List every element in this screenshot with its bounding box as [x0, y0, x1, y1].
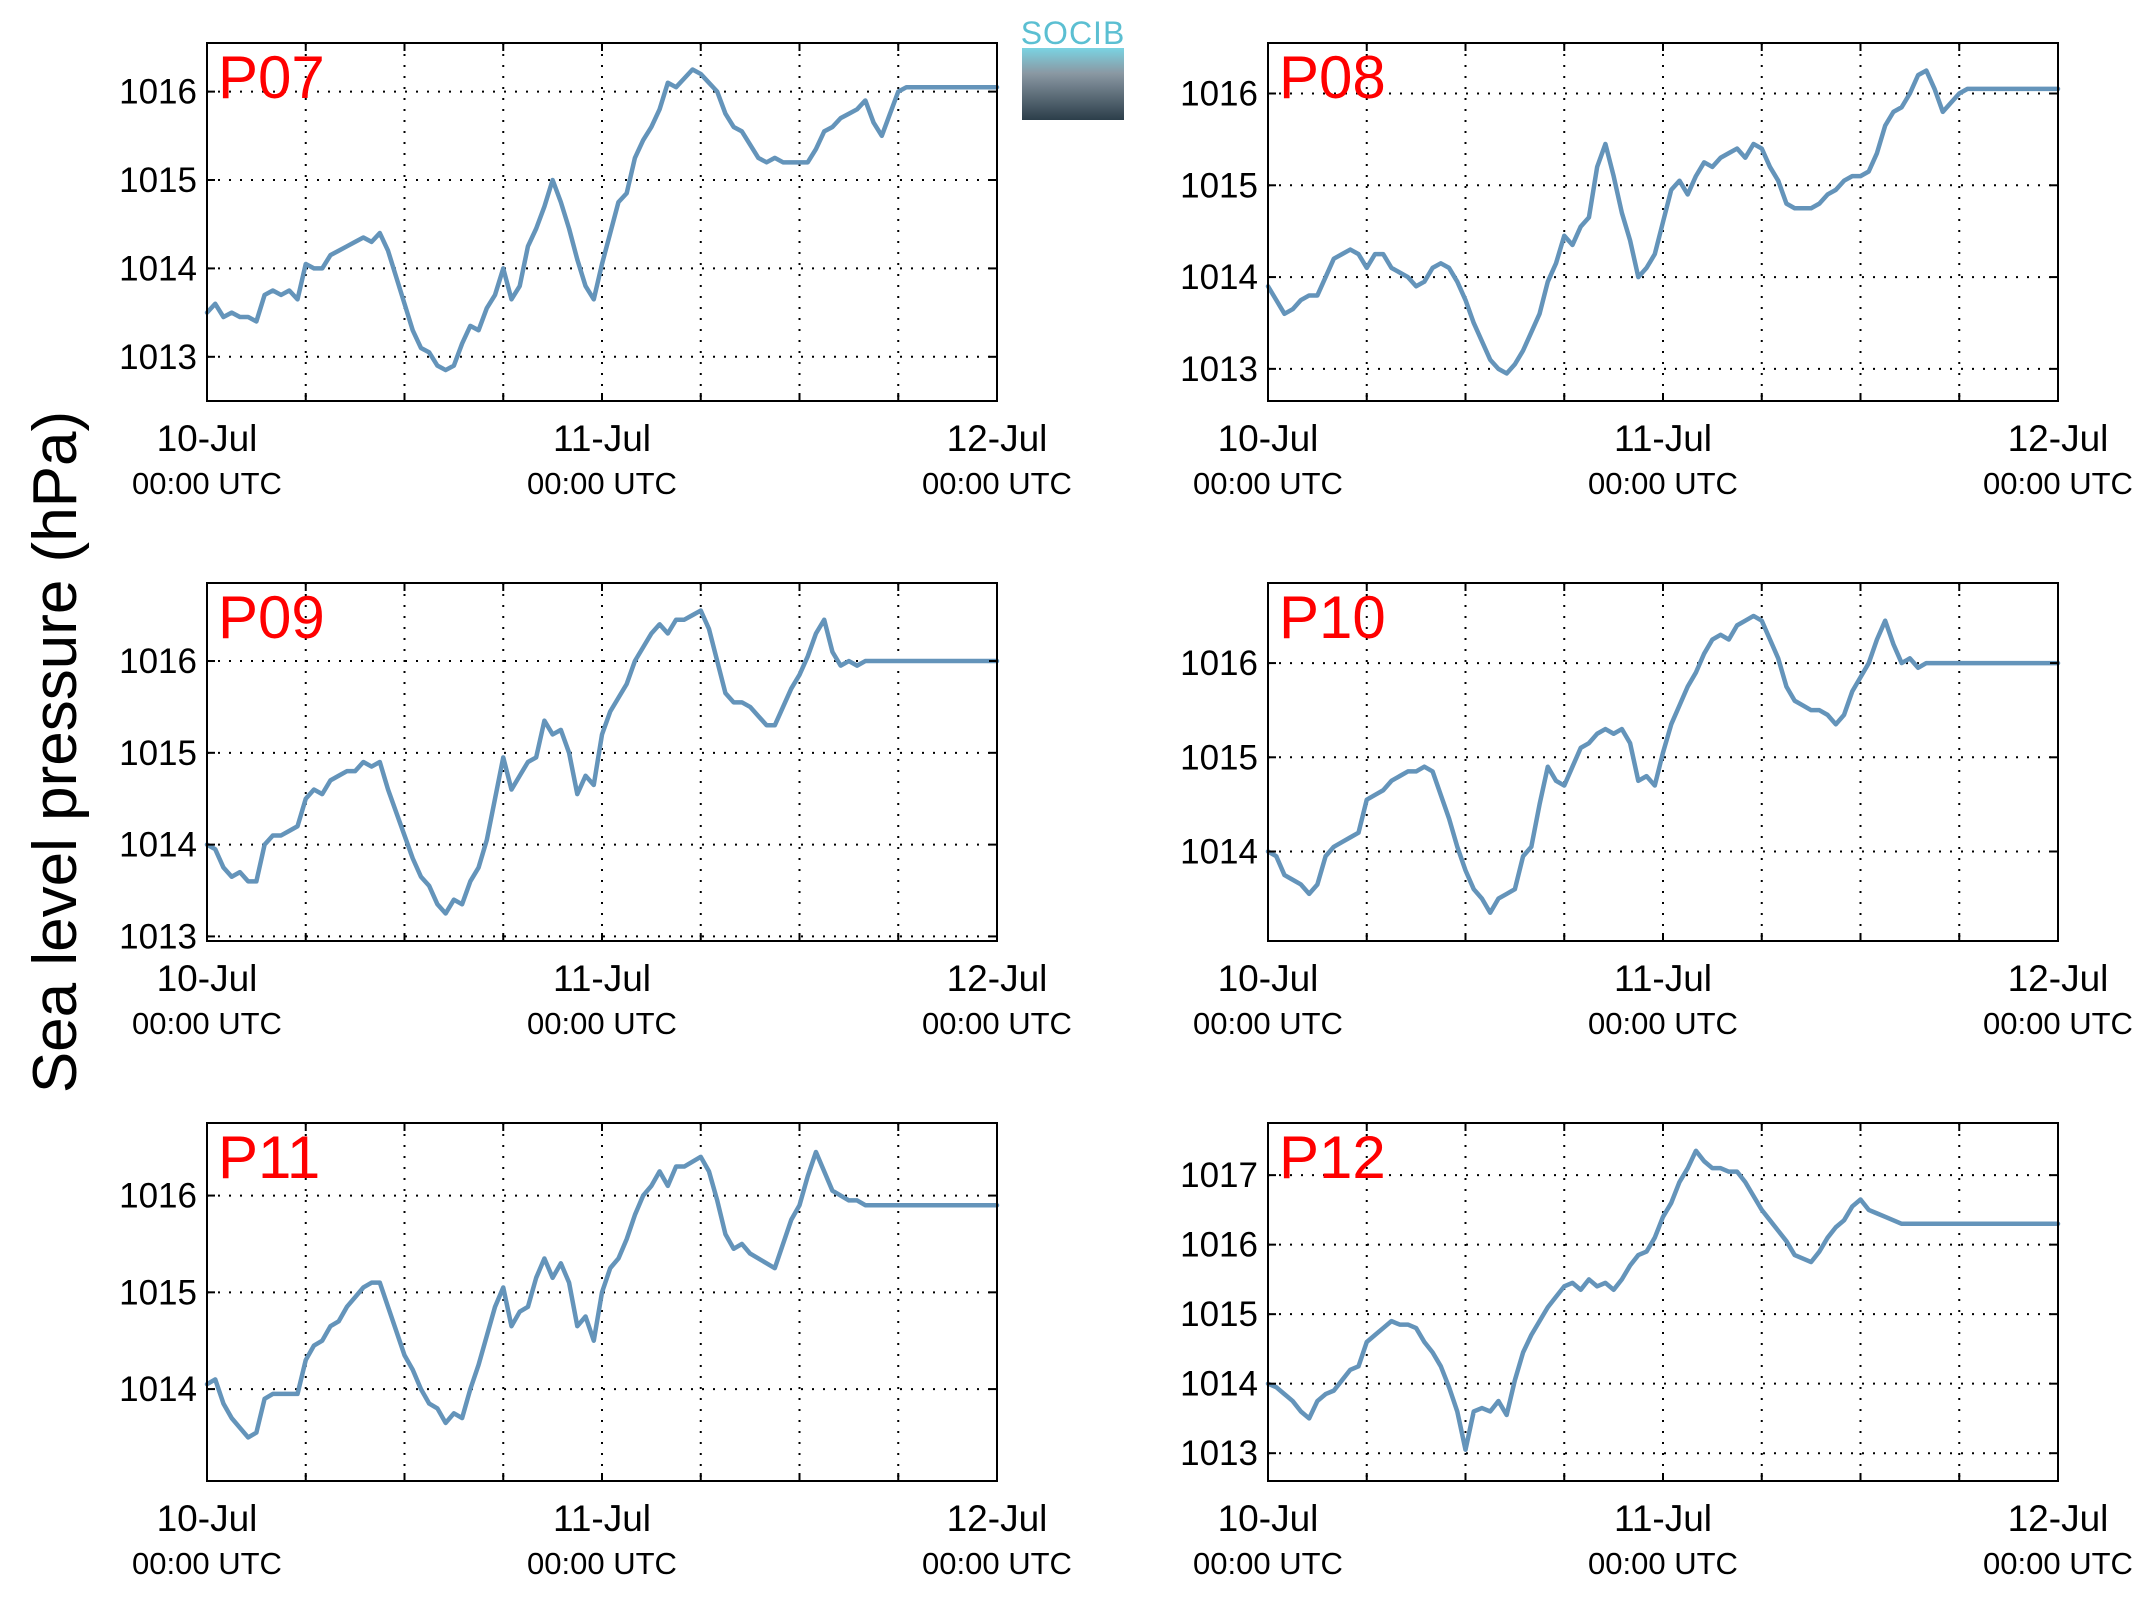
x-tick-label-time: 00:00 UTC [1193, 466, 1343, 501]
y-tick-label: 1013 [119, 338, 197, 377]
y-tick-label: 1017 [1180, 1156, 1258, 1195]
y-tick-label: 1015 [1180, 1295, 1258, 1334]
panel-p12: 1013 1014 1015 1016 1017 10-Jul 00:00 UTC 11-Ju… [1180, 1122, 2133, 1581]
y-tick-label: 1016 [119, 642, 197, 681]
y-tick-label: 1013 [1180, 350, 1258, 389]
x-tick-label-time: 00:00 UTC [527, 1546, 677, 1581]
station-label-p09: P09 [218, 584, 325, 651]
x-tick-label-time: 00:00 UTC [1983, 1546, 2133, 1581]
y-axis-label: Sea level pressure (hPa) [21, 411, 90, 1093]
x-tick-label-date: 12-Jul [947, 418, 1048, 459]
socib-logo-block [1022, 48, 1124, 120]
y-tick-label: 1014 [1180, 258, 1258, 297]
y-tick-label: 1016 [1180, 1226, 1258, 1265]
y-tick-label: 1016 [119, 73, 197, 112]
x-tick-label-date: 11-Jul [553, 958, 651, 999]
y-tick-label: 1015 [119, 1273, 197, 1312]
y-tick-label: 1016 [119, 1177, 197, 1216]
series-line-p07 [204, 67, 1000, 373]
chart-panels: 1013 1014 1015 1016 10-Jul 00:00 UTC 11-Jul 00:… [119, 42, 2133, 1581]
series-line-p12 [1265, 1148, 2061, 1452]
x-tick-label-date: 11-Jul [553, 1498, 651, 1539]
series-line-p11 [204, 1149, 1000, 1440]
y-tick-label: 1014 [119, 1370, 197, 1409]
y-tick-label: 1016 [1180, 644, 1258, 683]
station-label-p08: P08 [1279, 44, 1386, 111]
series-line-p08 [1265, 68, 2061, 376]
x-tick-label-date: 11-Jul [1614, 418, 1712, 459]
x-tick-label-time: 00:00 UTC [1588, 466, 1738, 501]
socib-logo-text: SOCIB [1021, 15, 1126, 51]
x-tick-label-time: 00:00 UTC [527, 466, 677, 501]
x-tick-label-time: 00:00 UTC [132, 1006, 282, 1041]
x-tick-label-time: 00:00 UTC [922, 1006, 1072, 1041]
x-tick-label-date: 10-Jul [1218, 958, 1319, 999]
x-tick-label-time: 00:00 UTC [1588, 1006, 1738, 1041]
panel-p11: 1014 1015 1016 10-Jul 00:00 UTC 11-Jul 00:00 U… [119, 1122, 1072, 1581]
x-tick-label-time: 00:00 UTC [1193, 1006, 1343, 1041]
x-tick-label-date: 12-Jul [2008, 418, 2109, 459]
y-tick-label: 1015 [119, 161, 197, 200]
y-tick-label: 1016 [1180, 74, 1258, 113]
station-label-p11: P11 [218, 1124, 320, 1191]
x-tick-label-date: 12-Jul [2008, 1498, 2109, 1539]
x-tick-label-date: 10-Jul [1218, 418, 1319, 459]
panel-p08: 1013 1014 1015 1016 10-Jul 00:00 UTC 11-Jul 00:… [1180, 42, 2133, 501]
y-tick-label: 1014 [1180, 1365, 1258, 1404]
x-tick-label-date: 12-Jul [2008, 958, 2109, 999]
x-tick-label-time: 00:00 UTC [527, 1006, 677, 1041]
station-label-p12: P12 [1279, 1124, 1386, 1191]
panel-p10: 1014 1015 1016 10-Jul 00:00 UTC 11-Jul 00:00 U… [1180, 582, 2133, 1041]
x-tick-label-time: 00:00 UTC [1983, 1006, 2133, 1041]
y-tick-label: 1014 [119, 249, 197, 288]
x-tick-label-time: 00:00 UTC [1983, 466, 2133, 501]
x-tick-label-time: 00:00 UTC [922, 1546, 1072, 1581]
x-tick-label-date: 10-Jul [1218, 1498, 1319, 1539]
x-tick-label-time: 00:00 UTC [132, 466, 282, 501]
x-tick-label-time: 00:00 UTC [922, 466, 1072, 501]
x-tick-label-time: 00:00 UTC [132, 1546, 282, 1581]
x-tick-label-date: 10-Jul [157, 1498, 258, 1539]
x-tick-label-time: 00:00 UTC [1193, 1546, 1343, 1581]
y-tick-label: 1015 [1180, 166, 1258, 205]
y-tick-label: 1015 [119, 734, 197, 773]
socib-logo: SOCIB [1021, 15, 1126, 120]
x-tick-label-date: 11-Jul [1614, 958, 1712, 999]
x-tick-label-date: 10-Jul [157, 958, 258, 999]
series-line-p10 [1265, 613, 2061, 915]
panel-p07: 1013 1014 1015 1016 10-Jul 00:00 UTC 11-Jul 00:… [119, 42, 1072, 501]
station-label-p10: P10 [1279, 584, 1386, 651]
station-label-p07: P07 [218, 44, 325, 111]
y-tick-label: 1014 [1180, 833, 1258, 872]
y-tick-label: 1014 [119, 826, 197, 865]
series-line-p09 [204, 608, 1000, 916]
x-tick-label-time: 00:00 UTC [1588, 1546, 1738, 1581]
y-tick-label: 1013 [1180, 1434, 1258, 1473]
panel-p09: 1013 1014 1015 1016 10-Jul 00:00 UTC 11-Jul 00:… [119, 582, 1072, 1041]
x-tick-label-date: 11-Jul [553, 418, 651, 459]
x-tick-label-date: 10-Jul [157, 418, 258, 459]
x-tick-label-date: 12-Jul [947, 1498, 1048, 1539]
y-tick-label: 1015 [1180, 738, 1258, 777]
x-tick-label-date: 11-Jul [1614, 1498, 1712, 1539]
y-tick-label: 1013 [119, 917, 197, 956]
x-tick-label-date: 12-Jul [947, 958, 1048, 999]
